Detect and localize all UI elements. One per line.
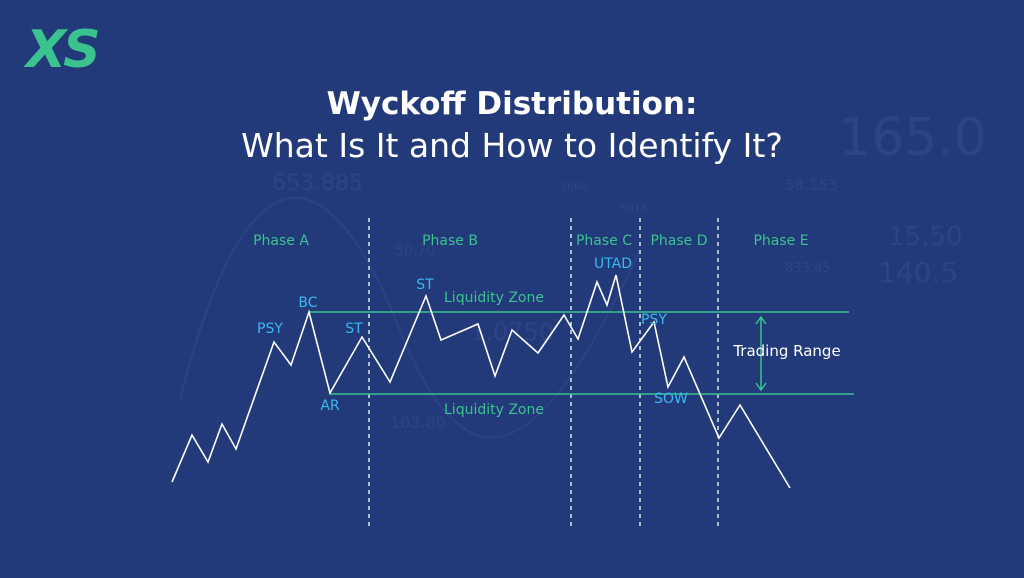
- event-label-utad: UTAD: [594, 256, 632, 272]
- event-label-psy: PSY: [641, 312, 667, 328]
- phase-label-e: Phase E: [753, 233, 808, 249]
- page-subtitle: What Is It and How to Identify It?: [241, 126, 783, 165]
- background-decoration: 165.0 58.153 15.50 140.5 1668 5015 50.70…: [40, 108, 987, 521]
- phase-dividers: [368, 218, 719, 527]
- title-block: Wyckoff Distribution: What Is It and How…: [0, 84, 1024, 168]
- bg-number: 5015: [620, 202, 648, 215]
- event-label-sow: SOW: [654, 391, 688, 407]
- phase-label-a: Phase A: [253, 233, 309, 249]
- bg-number: 50.70: [395, 243, 435, 259]
- trading-range-arrow: [755, 315, 767, 392]
- bg-number: 15.50: [888, 222, 962, 252]
- lower-liquidity-zone-label: Liquidity Zone: [444, 402, 544, 418]
- bg-number: 103.80: [390, 413, 446, 432]
- phase-label-b: Phase B: [422, 233, 478, 249]
- event-label-st: ST: [345, 321, 363, 337]
- bg-number: 58.153: [785, 176, 838, 194]
- event-label-bc: BC: [298, 295, 317, 311]
- trading-range-label: Trading Range: [732, 342, 840, 360]
- page-title: Wyckoff Distribution:: [326, 86, 698, 122]
- event-label-ar: AR: [320, 398, 340, 414]
- bg-number: 833.45: [785, 261, 831, 276]
- event-label-st: ST: [416, 277, 434, 293]
- upper-liquidity-zone-label: Liquidity Zone: [444, 290, 544, 306]
- bg-number: 1668: [560, 180, 588, 193]
- bg-number: 165.0: [838, 108, 987, 168]
- phase-label-d: Phase D: [650, 233, 707, 249]
- event-label-psy: PSY: [257, 321, 283, 337]
- bg-number: 653.885: [272, 171, 363, 196]
- bg-number: 140.5: [878, 256, 958, 289]
- phase-label-c: Phase C: [576, 233, 632, 249]
- price-path: [171, 274, 791, 489]
- xs-logo: XS: [26, 20, 101, 80]
